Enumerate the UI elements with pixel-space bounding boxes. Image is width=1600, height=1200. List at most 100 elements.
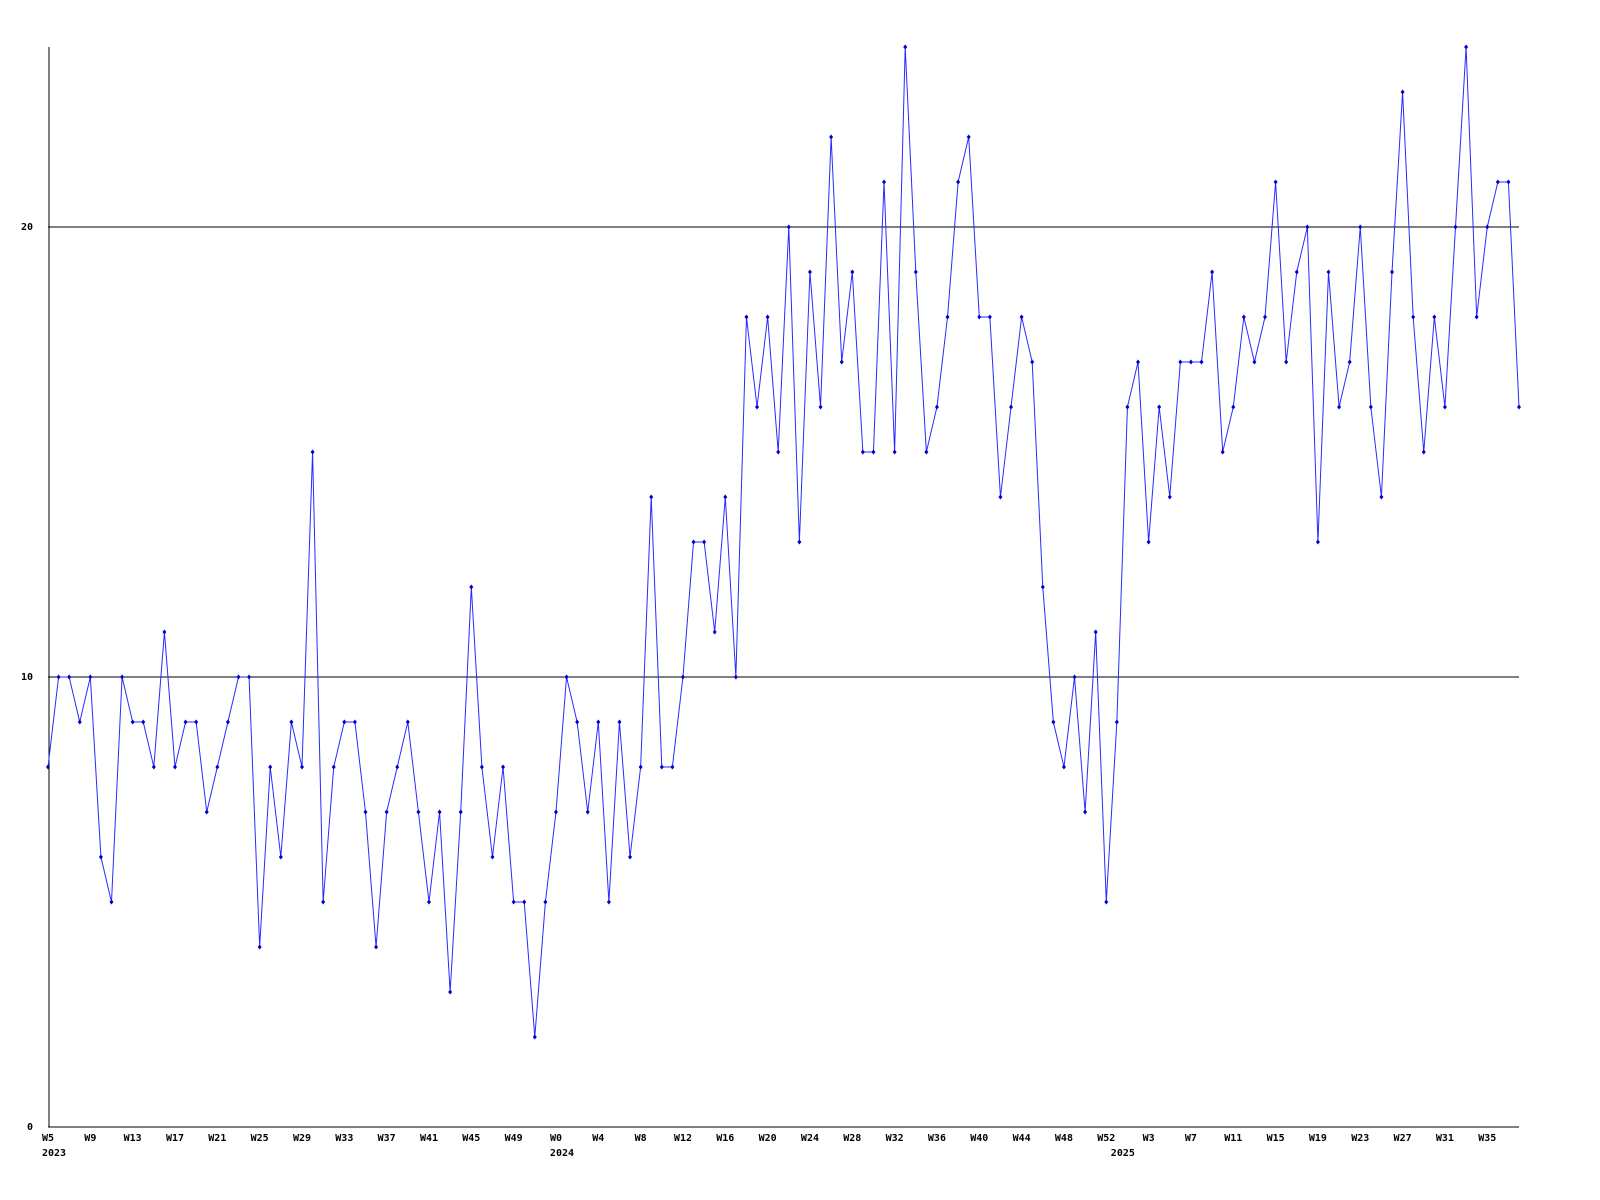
data-point: [839, 359, 844, 365]
data-point: [1506, 179, 1511, 185]
data-point: [1241, 314, 1246, 320]
data-point: [1326, 269, 1331, 275]
data-point: [257, 944, 262, 950]
data-point: [1167, 494, 1172, 500]
data-point: [1347, 359, 1352, 365]
data-point: [744, 314, 749, 320]
data-point: [1263, 314, 1268, 320]
data-point: [860, 449, 865, 455]
data-point: [416, 809, 421, 815]
data-point: [903, 44, 908, 50]
data-point: [1294, 269, 1299, 275]
x-tick-label: W3: [1143, 1133, 1155, 1144]
data-point: [1040, 584, 1045, 590]
x-tick-label: W4: [592, 1133, 604, 1144]
data-point: [1379, 494, 1384, 500]
data-point: [56, 674, 61, 680]
data-point: [1315, 539, 1320, 545]
data-point: [278, 854, 283, 860]
data-point: [522, 899, 527, 905]
data-point: [194, 719, 199, 725]
data-point: [797, 539, 802, 545]
data-point: [426, 899, 431, 905]
x-tick-label: W21: [208, 1133, 226, 1144]
data-point: [363, 809, 368, 815]
data-point: [1517, 404, 1521, 410]
data-point: [289, 719, 294, 725]
data-point: [120, 674, 125, 680]
x-tick-label: W9: [84, 1133, 96, 1144]
y-tick-label: 10: [21, 672, 33, 683]
data-point: [553, 809, 558, 815]
x-tick-label: W37: [378, 1133, 396, 1144]
data-point: [1019, 314, 1024, 320]
x-tick-label: W16: [716, 1133, 734, 1144]
x-tick-label: W8: [635, 1133, 647, 1144]
data-point: [617, 719, 622, 725]
data-point: [374, 944, 379, 950]
data-point: [109, 899, 114, 905]
data-point: [130, 719, 135, 725]
data-point: [141, 719, 146, 725]
data-point: [1411, 314, 1416, 320]
x-tick-label: W17: [166, 1133, 184, 1144]
data-point: [945, 314, 950, 320]
data-point: [46, 764, 50, 770]
data-point: [448, 989, 453, 995]
data-point: [225, 719, 230, 725]
data-point: [913, 269, 918, 275]
data-point: [807, 269, 812, 275]
year-label: 2024: [550, 1148, 574, 1159]
data-point: [162, 629, 167, 635]
data-point: [1305, 224, 1310, 230]
data-point: [1114, 719, 1119, 725]
data-point: [384, 809, 389, 815]
data-point: [1188, 359, 1193, 365]
data-point: [1337, 404, 1342, 410]
data-point: [1146, 539, 1151, 545]
data-point: [215, 764, 220, 770]
data-point: [268, 764, 273, 770]
data-point: [1199, 359, 1204, 365]
x-tick-label: W23: [1351, 1133, 1369, 1144]
data-point: [987, 314, 992, 320]
data-point: [956, 179, 961, 185]
data-point: [172, 764, 177, 770]
data-point: [543, 899, 548, 905]
data-point: [585, 809, 590, 815]
data-point: [871, 449, 876, 455]
data-point: [829, 134, 834, 140]
data-point: [437, 809, 442, 815]
x-tick-label: W24: [801, 1133, 819, 1144]
data-point: [1421, 449, 1426, 455]
data-point: [596, 719, 601, 725]
data-point: [151, 764, 156, 770]
x-tick-label: W35: [1478, 1133, 1496, 1144]
data-point: [765, 314, 770, 320]
year-label: 2025: [1111, 1148, 1135, 1159]
data-point: [1273, 179, 1278, 185]
x-tick-label: W27: [1394, 1133, 1412, 1144]
data-point: [638, 764, 643, 770]
data-point: [575, 719, 580, 725]
data-point: [479, 764, 484, 770]
data-point: [1495, 179, 1500, 185]
data-point: [342, 719, 347, 725]
data-point: [1051, 719, 1056, 725]
x-tick-label: W0: [550, 1133, 562, 1144]
x-tick-label: W45: [462, 1133, 480, 1144]
x-tick-label: W36: [928, 1133, 946, 1144]
data-point: [1474, 314, 1479, 320]
x-tick-label: W28: [843, 1133, 861, 1144]
data-point: [564, 674, 569, 680]
data-point: [352, 719, 357, 725]
data-point: [628, 854, 633, 860]
data-point: [331, 764, 336, 770]
data-point: [670, 764, 675, 770]
data-point: [67, 674, 72, 680]
data-point: [934, 404, 939, 410]
data-point: [649, 494, 654, 500]
data-point: [1220, 449, 1225, 455]
x-tick-label: W20: [759, 1133, 777, 1144]
data-point: [1252, 359, 1257, 365]
